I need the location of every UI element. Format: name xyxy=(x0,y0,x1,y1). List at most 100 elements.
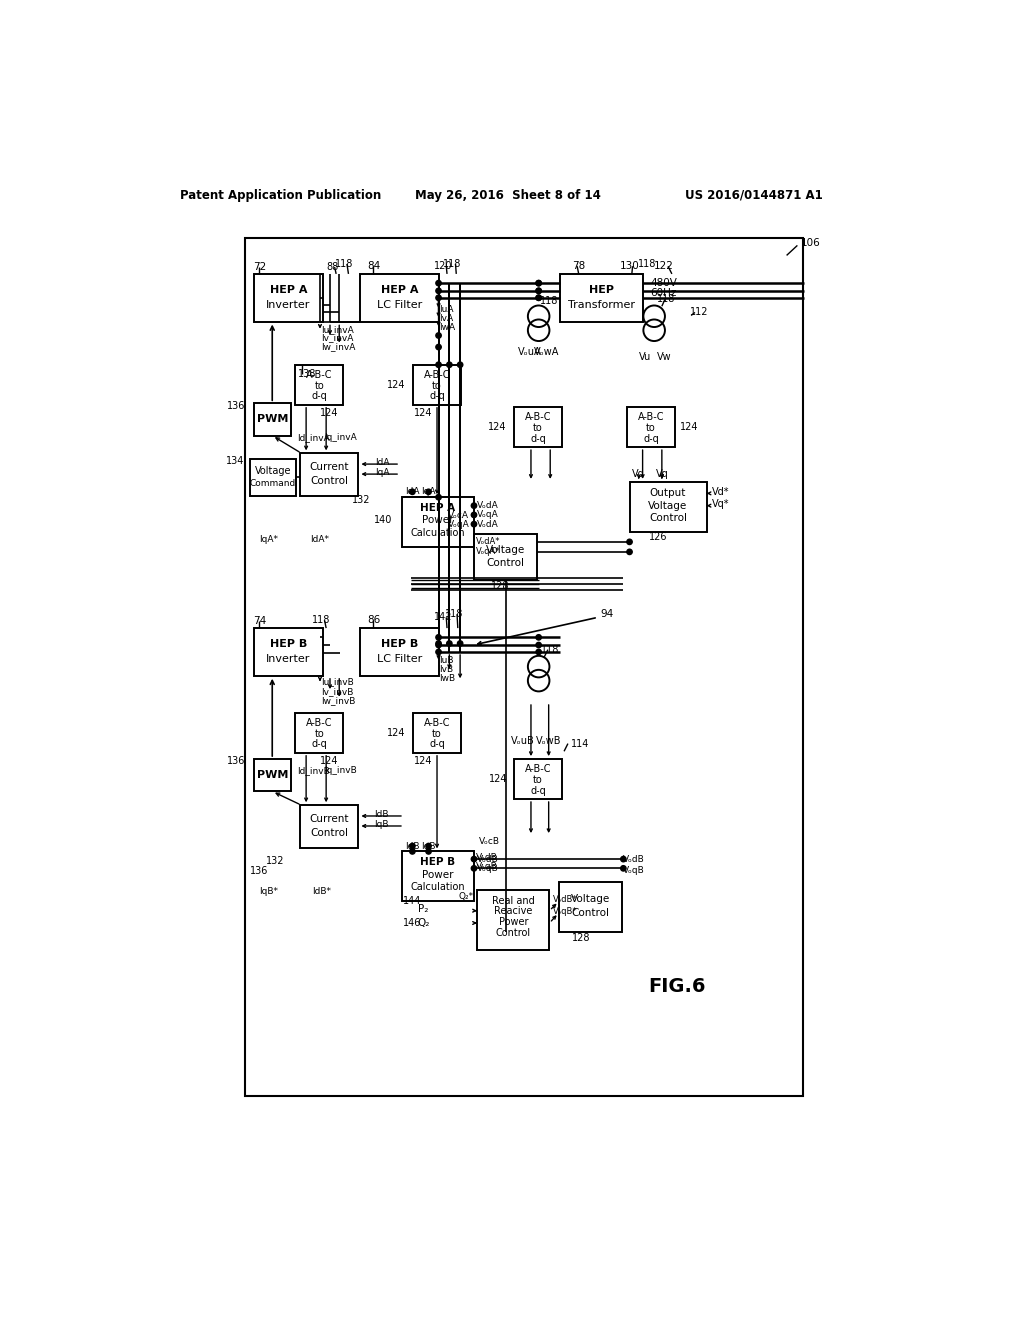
Text: Iw_invB: Iw_invB xyxy=(322,696,356,705)
Text: d-q: d-q xyxy=(643,434,659,444)
Text: Control: Control xyxy=(496,928,530,939)
Text: IuA: IuA xyxy=(439,305,454,314)
Bar xyxy=(628,407,675,447)
Text: 144: 144 xyxy=(403,896,422,907)
Text: Inverter: Inverter xyxy=(266,653,310,664)
Bar xyxy=(300,805,358,847)
Bar xyxy=(514,759,562,799)
Bar xyxy=(559,882,622,932)
Text: IwA: IwA xyxy=(439,323,456,333)
Text: VₒdB*: VₒdB* xyxy=(553,895,578,904)
Text: VₒqA: VₒqA xyxy=(447,520,469,528)
Circle shape xyxy=(471,866,477,871)
Text: 124: 124 xyxy=(319,755,339,766)
Text: 136: 136 xyxy=(250,866,268,875)
Circle shape xyxy=(436,495,441,500)
Bar xyxy=(254,759,291,792)
Text: 124: 124 xyxy=(489,774,508,784)
Bar xyxy=(413,364,461,405)
Text: PWM: PWM xyxy=(257,414,288,425)
Text: Vw: Vw xyxy=(656,352,672,362)
Text: HEP B: HEP B xyxy=(269,639,307,649)
Circle shape xyxy=(436,288,441,293)
Circle shape xyxy=(621,866,626,871)
Text: to: to xyxy=(534,775,543,785)
Text: Voltage: Voltage xyxy=(255,466,291,477)
Text: d-q: d-q xyxy=(429,739,444,750)
Text: 128: 128 xyxy=(490,581,509,591)
Bar xyxy=(474,535,538,581)
Text: IdB: IdB xyxy=(406,842,420,850)
Text: IdA: IdA xyxy=(375,458,389,467)
Text: 86: 86 xyxy=(367,615,380,626)
Circle shape xyxy=(471,857,477,862)
Text: 142: 142 xyxy=(434,612,453,622)
Text: IdA*: IdA* xyxy=(310,535,330,544)
Bar xyxy=(360,628,438,676)
Text: May 26, 2016  Sheet 8 of 14: May 26, 2016 Sheet 8 of 14 xyxy=(415,189,601,202)
Circle shape xyxy=(627,549,632,554)
Text: 78: 78 xyxy=(571,261,585,271)
Bar xyxy=(245,238,803,1096)
Text: US 2016/0144871 A1: US 2016/0144871 A1 xyxy=(685,189,823,202)
Text: VₒwB: VₒwB xyxy=(536,737,561,746)
Circle shape xyxy=(536,288,542,293)
Text: 88: 88 xyxy=(327,261,338,272)
Text: A-B-C: A-B-C xyxy=(638,412,665,422)
Text: 72: 72 xyxy=(253,261,266,272)
Circle shape xyxy=(458,362,463,367)
Text: 130: 130 xyxy=(620,261,639,271)
Text: 118: 118 xyxy=(540,296,558,306)
Text: Voltage: Voltage xyxy=(648,500,688,511)
Circle shape xyxy=(536,296,542,301)
Text: IdA: IdA xyxy=(406,487,420,496)
Text: 126: 126 xyxy=(649,532,668,543)
Text: Output: Output xyxy=(650,488,686,499)
Text: LC Filter: LC Filter xyxy=(377,300,422,310)
Text: VₒcA: VₒcA xyxy=(449,511,469,520)
Text: IqA*: IqA* xyxy=(259,535,278,544)
Text: Vu: Vu xyxy=(639,352,651,362)
Text: VₒqB: VₒqB xyxy=(477,863,499,873)
Text: IdB: IdB xyxy=(374,810,388,818)
Text: 136: 136 xyxy=(227,756,246,767)
Text: Control: Control xyxy=(486,558,524,569)
Circle shape xyxy=(446,362,452,367)
Text: FIG.6: FIG.6 xyxy=(648,977,706,995)
Text: IuB: IuB xyxy=(439,656,454,665)
Circle shape xyxy=(436,649,441,655)
Text: 138: 138 xyxy=(298,370,316,379)
Text: Vd*: Vd* xyxy=(712,487,729,496)
Circle shape xyxy=(536,288,542,293)
Text: 124: 124 xyxy=(414,408,432,417)
Bar xyxy=(630,482,707,532)
Text: 118: 118 xyxy=(443,259,462,269)
Text: Real and: Real and xyxy=(492,896,535,906)
Text: Current: Current xyxy=(309,814,349,824)
Text: PWM: PWM xyxy=(257,770,288,780)
Text: 128: 128 xyxy=(571,933,590,942)
Text: A-B-C: A-B-C xyxy=(524,764,551,774)
Text: LC Filter: LC Filter xyxy=(377,653,422,664)
Text: Control: Control xyxy=(310,828,348,838)
Bar xyxy=(295,713,343,752)
Text: Iq_invB: Iq_invB xyxy=(324,766,356,775)
Circle shape xyxy=(426,490,431,495)
Text: 118: 118 xyxy=(541,644,559,655)
Text: VₒdA*: VₒdA* xyxy=(475,537,500,546)
Text: HEP A: HEP A xyxy=(420,503,456,513)
Circle shape xyxy=(436,362,441,367)
Circle shape xyxy=(410,849,415,854)
Text: 118: 118 xyxy=(656,294,675,305)
Text: d-q: d-q xyxy=(530,434,546,444)
Bar xyxy=(250,459,296,496)
Bar xyxy=(413,713,461,752)
Text: 124: 124 xyxy=(414,755,432,766)
Text: 140: 140 xyxy=(374,515,392,525)
Text: VₒdA: VₒdA xyxy=(477,520,499,528)
Text: VₒqA*: VₒqA* xyxy=(475,548,500,556)
Text: 118: 118 xyxy=(335,259,353,269)
Text: 124: 124 xyxy=(680,422,698,432)
Text: 134: 134 xyxy=(226,455,245,466)
Text: d-q: d-q xyxy=(429,391,444,401)
